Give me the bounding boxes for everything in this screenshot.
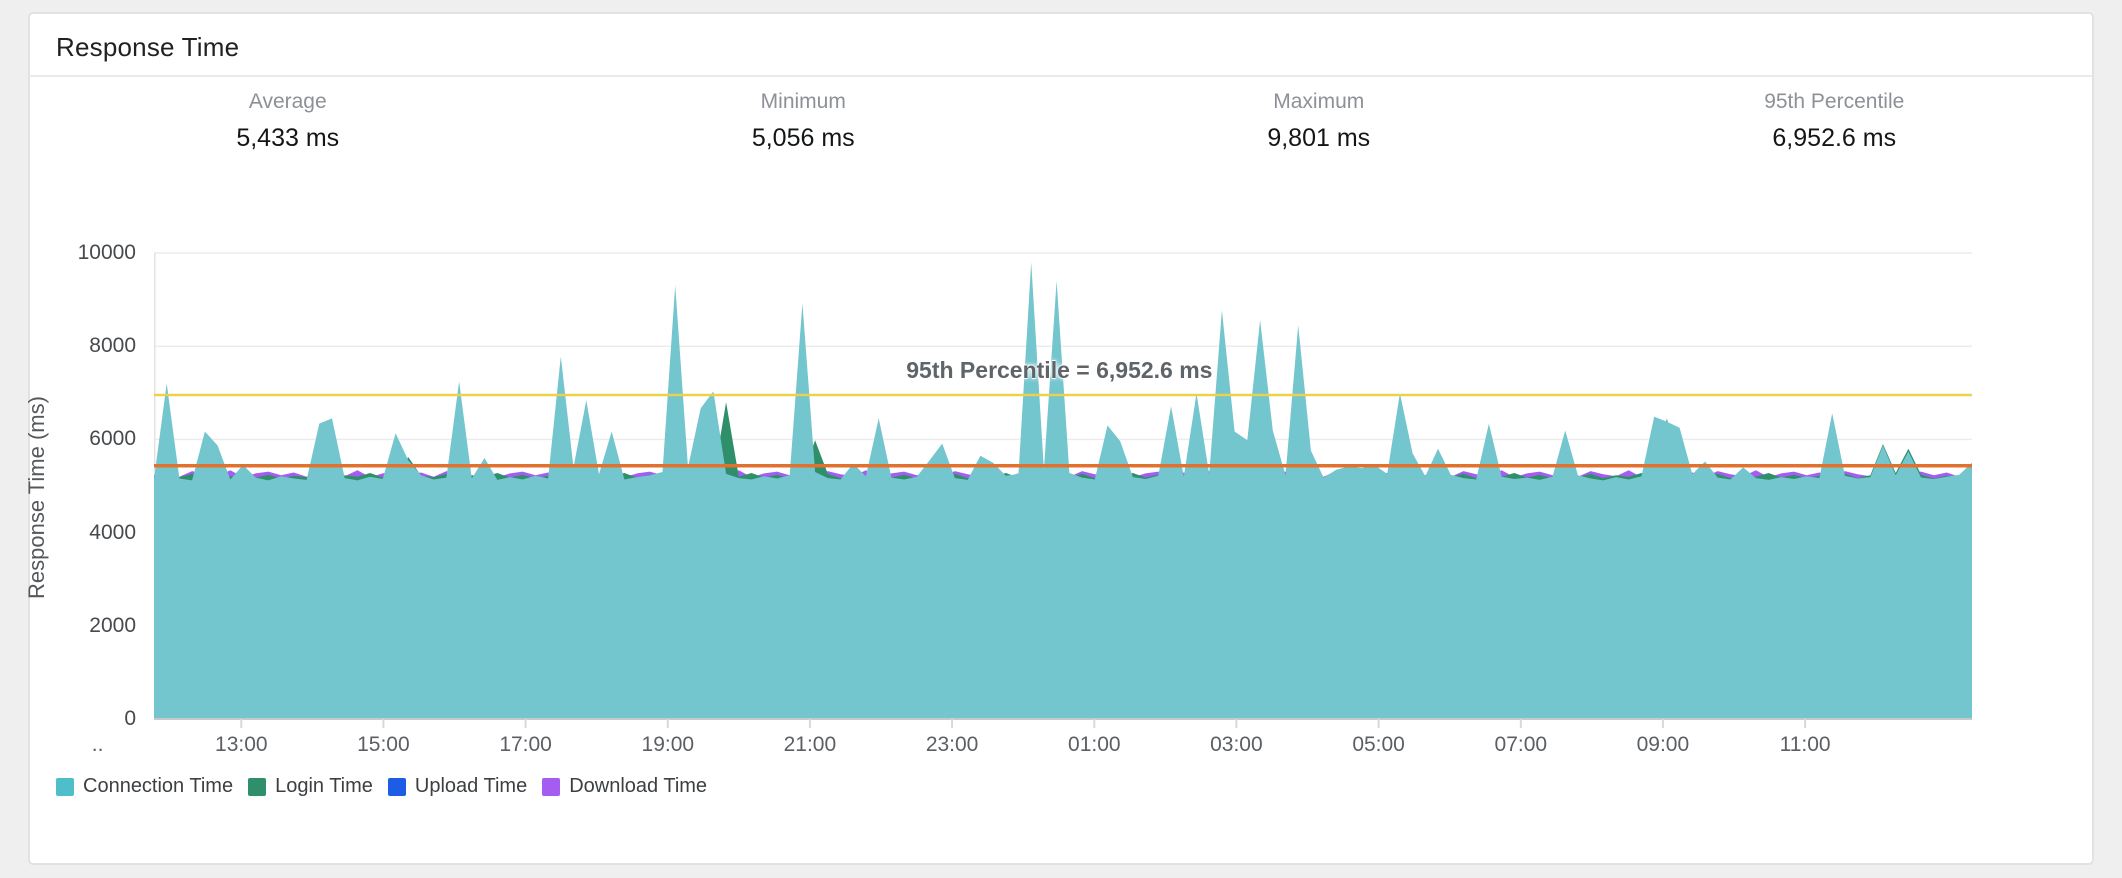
title-divider: [30, 75, 2092, 77]
x-tick-label: ..: [91, 733, 104, 756]
legend-label: Upload Time: [414, 775, 528, 797]
legend-label: Connection Time: [83, 775, 234, 797]
stat-average: Average 5,433 ms: [30, 89, 546, 153]
stat-average-value: 5,433 ms: [236, 124, 340, 152]
x-tick-label: 01:00: [1068, 733, 1121, 756]
stat-maximum-value: 9,801 ms: [1267, 124, 1371, 152]
y-tick-label: 2000: [89, 613, 136, 637]
stat-95th-percentile-value: 6,952.6 ms: [1772, 124, 1897, 152]
legend-item-connection-time[interactable]: Connection Time: [56, 775, 233, 798]
stat-minimum: Minimum 5,056 ms: [546, 89, 1062, 153]
stat-maximum: Maximum 9,801 ms: [1061, 89, 1577, 153]
x-tick-label: 19:00: [641, 733, 695, 756]
y-tick-label: 6000: [89, 427, 136, 451]
x-tick-label: 09:00: [1636, 733, 1690, 756]
y-tick-label: 4000: [89, 520, 136, 544]
x-tick-label: 23:00: [925, 733, 979, 756]
legend-swatch-icon: [56, 777, 74, 796]
stat-minimum-label: Minimum: [760, 90, 846, 113]
response-time-chart[interactable]: [154, 251, 1972, 731]
x-tick-label: 03:00: [1210, 733, 1263, 756]
y-tick-label: 10000: [77, 241, 136, 264]
legend-swatch-icon: [542, 777, 561, 796]
stats-row: Average 5,433 ms Minimum 5,056 ms Maximu…: [30, 77, 2092, 153]
percentile-annotation: 95th Percentile = 6,952.6 ms: [906, 357, 1213, 383]
page-title: Response Time: [56, 32, 240, 62]
legend-label: Download Time: [569, 775, 708, 797]
x-tick-label: 07:00: [1494, 733, 1548, 756]
stat-maximum-label: Maximum: [1273, 90, 1365, 113]
legend-swatch-icon: [387, 777, 406, 796]
legend-item-download-time[interactable]: Download Time: [542, 775, 707, 798]
x-axis-ticks: .. 13:00 15:00 17:00 19:00 21:00 23:00 01:00 03:…: [92, 733, 1972, 765]
legend-swatch-icon: [248, 777, 267, 796]
x-tick-label: 11:00: [1779, 733, 1831, 756]
x-tick-label: 05:00: [1352, 733, 1405, 756]
y-tick-label: 0: [124, 707, 136, 730]
response-time-panel: Response Time Average 5,433 ms Minimum 5…: [24, 12, 2094, 865]
stat-95th-percentile-label: 95th Percentile: [1764, 90, 1905, 113]
x-tick-label: 13:00: [215, 733, 268, 756]
stat-minimum-value: 5,056 ms: [751, 124, 855, 152]
stat-95th-percentile: 95th Percentile 6,952.6 ms: [1577, 89, 2093, 153]
legend-label: Login Time: [275, 775, 373, 797]
x-tick-label: 21:00: [783, 733, 837, 756]
x-tick-label: 17:00: [499, 733, 552, 756]
chart-area: Response Time (ms) 0 2000 4000 6000 8000 1000…: [24, 241, 2092, 817]
x-tick-label: 15:00: [357, 733, 410, 756]
y-tick-label: 8000: [89, 334, 136, 358]
chart-legend: Connection Time Login Time Upload Time Down…: [56, 775, 707, 798]
legend-item-login-time[interactable]: Login Time: [248, 775, 373, 798]
stat-average-label: Average: [248, 90, 327, 113]
legend-item-upload-time[interactable]: Upload Time: [387, 775, 528, 798]
